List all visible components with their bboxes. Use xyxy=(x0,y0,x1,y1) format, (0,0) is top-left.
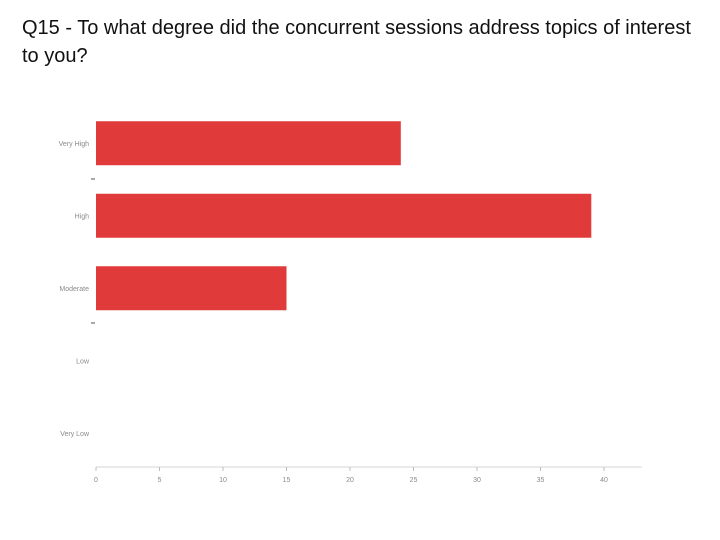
bar-moderate xyxy=(96,266,287,311)
x-tick-label: 40 xyxy=(600,477,608,484)
category-label: Very High xyxy=(59,141,89,148)
x-tick-label: 0 xyxy=(94,477,98,484)
page-title: Q15 - To what degree did the concurrent … xyxy=(22,17,691,67)
category-label: High xyxy=(75,213,90,220)
category-label: Very Low xyxy=(60,431,90,438)
x-tick-label: 25 xyxy=(410,477,418,484)
x-tick-label: 10 xyxy=(219,477,227,484)
x-tick-label: 15 xyxy=(283,477,291,484)
x-tick-label: 20 xyxy=(346,477,354,484)
bar-high xyxy=(96,193,592,238)
x-tick-label: 35 xyxy=(537,477,545,484)
category-label: Low xyxy=(76,358,90,365)
x-tick-label: 5 xyxy=(158,477,162,484)
category-label: Moderate xyxy=(59,286,89,293)
x-tick-label: 30 xyxy=(473,477,481,484)
bar-very-high xyxy=(96,121,401,166)
